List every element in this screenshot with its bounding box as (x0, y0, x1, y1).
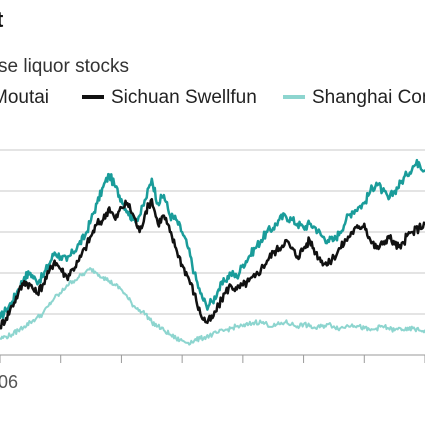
legend-label-moutai: Moutai (0, 87, 49, 108)
series-line-shanghai-com (0, 267, 425, 346)
legend: Moutai Sichuan Swellfun Shanghai Com (0, 87, 425, 108)
series-line-sichuan-swellfun (0, 197, 425, 330)
chart-title: t (0, 7, 4, 32)
x-axis (0, 354, 425, 363)
x-tick-label: 06 (0, 372, 18, 392)
chart-subtitle: se liquor stocks (0, 56, 129, 77)
series-line-moutai (0, 158, 425, 320)
legend-label-shanghai: Shanghai Com (312, 87, 425, 108)
legend-label-sichuan-swellfun: Sichuan Swellfun (111, 87, 257, 108)
series-lines (0, 158, 425, 346)
